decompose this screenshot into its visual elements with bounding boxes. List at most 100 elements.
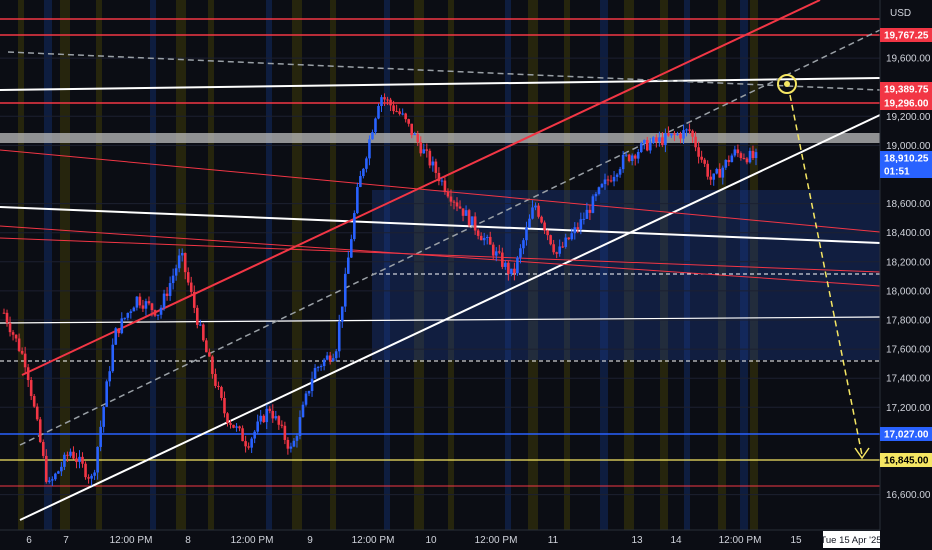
candle-body xyxy=(229,423,232,425)
candle-body xyxy=(202,324,205,341)
candle-body xyxy=(413,134,417,136)
candle-body xyxy=(494,251,498,256)
y-tick-label: 19,000.00 xyxy=(886,141,931,152)
x-tick-label: 8 xyxy=(185,535,191,546)
candle-body xyxy=(63,454,66,467)
x-tick-label: 12:00 PM xyxy=(352,535,395,546)
session-band xyxy=(60,0,70,530)
candle-body xyxy=(582,218,586,220)
projection-line xyxy=(789,94,863,456)
candle-body xyxy=(745,158,749,163)
candle-body xyxy=(700,156,703,160)
price-tags: 19,767.25 19,389.75 19,296.00 18,910.25 01:5… xyxy=(880,28,932,467)
candle-body xyxy=(368,139,371,159)
candle-body xyxy=(546,230,549,236)
candle-body xyxy=(709,176,712,180)
candle-body xyxy=(250,438,253,448)
session-band xyxy=(266,0,272,530)
candle-body xyxy=(144,301,148,309)
price-tag-bg xyxy=(880,151,932,165)
candle-body xyxy=(422,149,426,154)
y-tick-label: 17,800.00 xyxy=(886,316,931,327)
candle-body xyxy=(295,436,299,441)
session-band xyxy=(448,0,454,530)
candle-body xyxy=(126,312,130,318)
trend-line xyxy=(0,237,881,273)
candle-body xyxy=(470,216,474,226)
candle-body xyxy=(90,475,93,479)
candle-body xyxy=(639,143,643,153)
candle-body xyxy=(14,334,18,339)
candle-body xyxy=(386,99,389,101)
candle-body xyxy=(485,236,489,239)
session-band xyxy=(44,0,52,530)
candle-body xyxy=(371,132,374,140)
candle-body xyxy=(325,355,329,360)
candle-body xyxy=(727,159,731,163)
candle-body xyxy=(624,154,628,156)
candle-body xyxy=(392,105,395,112)
trend-line xyxy=(0,225,881,287)
candle-body xyxy=(214,373,217,386)
candle-body xyxy=(66,454,69,456)
candle-body xyxy=(69,451,72,456)
y-tick-label: 19,600.00 xyxy=(886,54,931,65)
session-band xyxy=(292,0,302,530)
candle-body xyxy=(615,174,619,177)
candle-body xyxy=(51,479,54,481)
session-band xyxy=(750,0,758,530)
price-tag-bg xyxy=(880,28,932,42)
candle-body xyxy=(331,358,335,362)
candle-body xyxy=(262,415,266,423)
candle-body xyxy=(298,417,302,437)
candle-body xyxy=(661,137,664,146)
candle-body xyxy=(353,213,356,240)
candle-body xyxy=(277,416,281,425)
candle-body xyxy=(253,431,256,439)
candle-body xyxy=(183,253,187,273)
supply-zone xyxy=(0,133,880,143)
candle-body xyxy=(72,451,75,459)
candle-body xyxy=(676,133,679,135)
y-axis[interactable]: USD 19,600.00 19,200.00 19,000.00 18,600.00… xyxy=(879,0,932,530)
price-tag: 18,910.25 xyxy=(884,154,929,165)
candle-body xyxy=(461,208,465,216)
candle-body xyxy=(630,155,634,162)
candle-body xyxy=(280,424,284,426)
candle-body xyxy=(440,180,444,182)
candle-body xyxy=(238,426,241,429)
y-tick-label: 17,200.00 xyxy=(886,403,931,414)
session-band xyxy=(718,0,726,530)
candle-body xyxy=(667,133,670,136)
candle-body xyxy=(286,439,290,449)
y-tick-label: 16,600.00 xyxy=(886,490,931,501)
candle-body xyxy=(510,268,513,274)
trend-line xyxy=(0,206,881,244)
candle-body xyxy=(283,425,287,440)
candle-body xyxy=(712,173,716,180)
candle-body xyxy=(633,155,637,159)
candle-body xyxy=(271,410,275,419)
candle-body xyxy=(41,442,45,456)
candle-body xyxy=(534,205,537,208)
candle-body xyxy=(416,134,420,143)
candle-body xyxy=(428,150,432,166)
candle-body xyxy=(334,351,338,359)
candle-body xyxy=(307,390,311,394)
candle-body xyxy=(443,180,447,193)
candle-body xyxy=(17,338,21,351)
candle-body xyxy=(310,378,314,391)
candle-body xyxy=(476,230,480,236)
projection-arrow[interactable] xyxy=(777,74,870,460)
candle-body xyxy=(35,406,39,420)
candle-body xyxy=(733,149,737,156)
x-axis[interactable]: 6 7 12:00 PM 8 12:00 PM 9 12:00 PM 10 12:00 PM 11… xyxy=(0,529,932,550)
candle-body xyxy=(105,381,108,407)
candle-body xyxy=(129,311,133,313)
svg-text:Tue 15 Apr '25: Tue 15 Apr '25 xyxy=(820,535,881,546)
candle-body xyxy=(673,133,676,135)
trend-line xyxy=(0,316,881,324)
candle-body xyxy=(168,283,172,296)
